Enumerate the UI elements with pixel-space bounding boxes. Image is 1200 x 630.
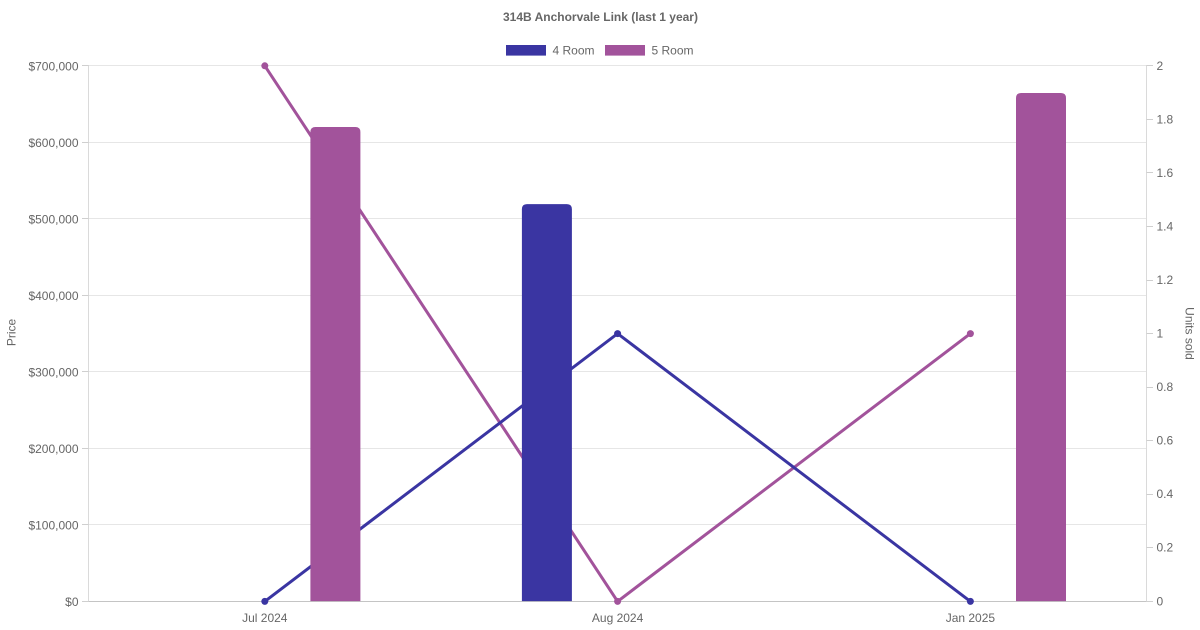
svg-text:$100,000: $100,000 bbox=[28, 519, 78, 533]
svg-text:Units sold: Units sold bbox=[1183, 307, 1197, 360]
svg-text:4 Room: 4 Room bbox=[553, 44, 595, 58]
svg-text:1.8: 1.8 bbox=[1157, 113, 1174, 127]
svg-text:1.6: 1.6 bbox=[1157, 166, 1174, 180]
svg-text:Price: Price bbox=[5, 319, 19, 347]
svg-text:1.2: 1.2 bbox=[1157, 273, 1174, 287]
svg-text:314B Anchorvale Link (last 1 y: 314B Anchorvale Link (last 1 year) bbox=[503, 10, 698, 24]
svg-text:0.2: 0.2 bbox=[1157, 541, 1174, 555]
svg-text:$200,000: $200,000 bbox=[28, 442, 78, 456]
svg-text:5 Room: 5 Room bbox=[652, 44, 694, 58]
svg-text:$300,000: $300,000 bbox=[28, 366, 78, 380]
svg-text:0.6: 0.6 bbox=[1157, 434, 1174, 448]
svg-text:$700,000: $700,000 bbox=[28, 60, 78, 74]
svg-text:1.4: 1.4 bbox=[1157, 220, 1174, 234]
svg-text:2: 2 bbox=[1157, 59, 1164, 73]
svg-text:0.4: 0.4 bbox=[1157, 487, 1174, 501]
svg-text:1: 1 bbox=[1157, 327, 1164, 341]
svg-text:$500,000: $500,000 bbox=[28, 213, 78, 227]
svg-text:$0: $0 bbox=[65, 595, 79, 609]
svg-text:0.8: 0.8 bbox=[1157, 380, 1174, 394]
svg-text:$400,000: $400,000 bbox=[28, 289, 78, 303]
svg-text:Jul 2024: Jul 2024 bbox=[242, 611, 288, 625]
svg-text:Jan 2025: Jan 2025 bbox=[946, 611, 996, 625]
svg-text:Aug 2024: Aug 2024 bbox=[592, 611, 644, 625]
svg-text:0: 0 bbox=[1157, 595, 1164, 609]
svg-text:$600,000: $600,000 bbox=[28, 136, 78, 150]
